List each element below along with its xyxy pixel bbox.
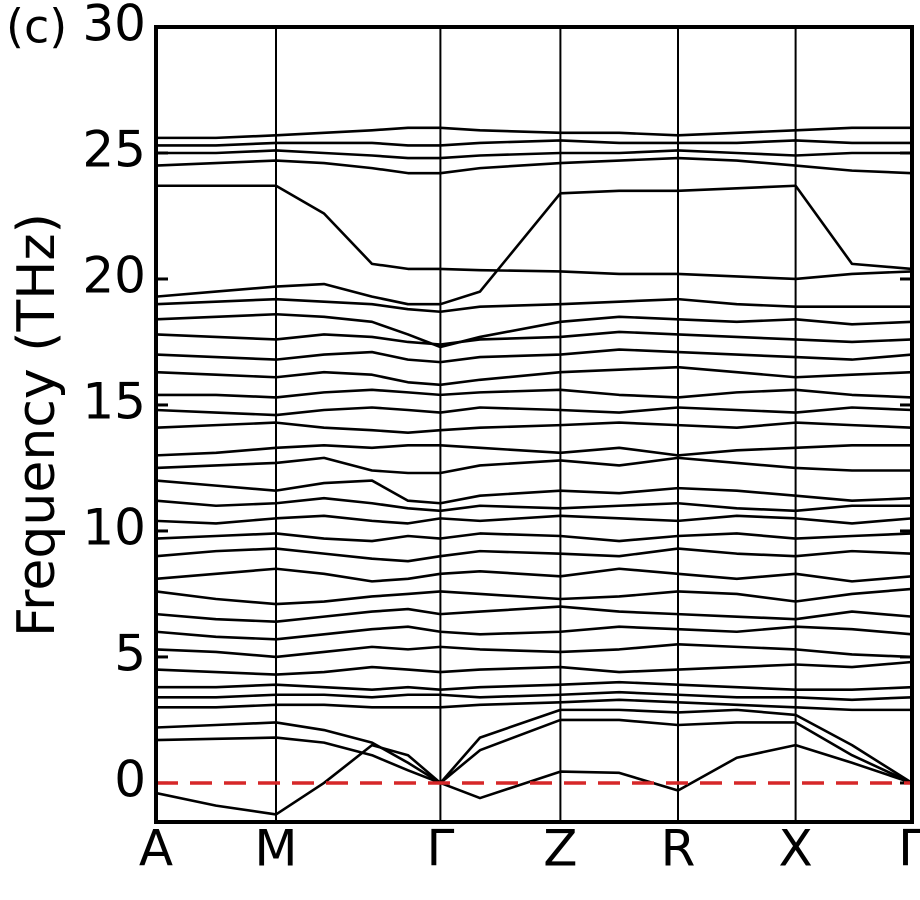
band-line xyxy=(156,443,912,457)
band-line xyxy=(156,184,912,281)
band-line xyxy=(156,625,912,641)
y-axis-label: Frequency (THz) xyxy=(7,213,67,637)
y-tick-label: 20 xyxy=(82,246,146,304)
y-tick-label: 25 xyxy=(82,120,146,178)
x-tick-label: Γ xyxy=(426,820,454,878)
band-line xyxy=(156,149,912,160)
band-line xyxy=(156,643,912,659)
band-line xyxy=(156,139,912,147)
panel-label: (c) xyxy=(6,0,67,54)
band-line xyxy=(156,690,912,702)
band-line xyxy=(156,406,912,417)
x-tick-label: Γ xyxy=(898,820,920,878)
band-line xyxy=(156,547,912,563)
y-tick-label: 0 xyxy=(114,750,146,808)
x-tick-label: Z xyxy=(543,820,577,878)
y-tick-label: 5 xyxy=(114,624,146,682)
band-line xyxy=(156,126,912,140)
band-line xyxy=(156,567,912,583)
band-line xyxy=(156,496,912,513)
band-line xyxy=(156,456,912,475)
y-tick-label: 10 xyxy=(82,498,146,556)
band-line xyxy=(156,297,912,314)
y-tick-label: 15 xyxy=(82,372,146,430)
plot-frame xyxy=(154,25,914,824)
band-line xyxy=(156,680,912,692)
band-line xyxy=(156,479,912,505)
band-line xyxy=(156,330,912,346)
band-line xyxy=(156,388,912,399)
band-line xyxy=(156,421,912,434)
band-line xyxy=(156,312,912,349)
band-line xyxy=(156,532,912,543)
x-tick-label: M xyxy=(254,820,297,878)
band-line xyxy=(156,605,912,623)
band-line xyxy=(156,708,912,785)
band-line xyxy=(156,514,912,525)
band-line xyxy=(156,698,912,712)
band-line xyxy=(156,660,912,676)
x-tick-label: A xyxy=(139,820,173,878)
band-line xyxy=(156,587,912,606)
x-tick-label: X xyxy=(778,820,812,878)
band-line xyxy=(156,718,912,785)
x-tick-label: R xyxy=(661,820,696,878)
band-line xyxy=(156,365,912,387)
band-line xyxy=(156,184,912,306)
bands xyxy=(156,126,912,816)
band-line xyxy=(156,156,912,175)
y-tick-label: 30 xyxy=(82,0,146,53)
band-line xyxy=(156,743,912,816)
band-line xyxy=(156,348,912,364)
